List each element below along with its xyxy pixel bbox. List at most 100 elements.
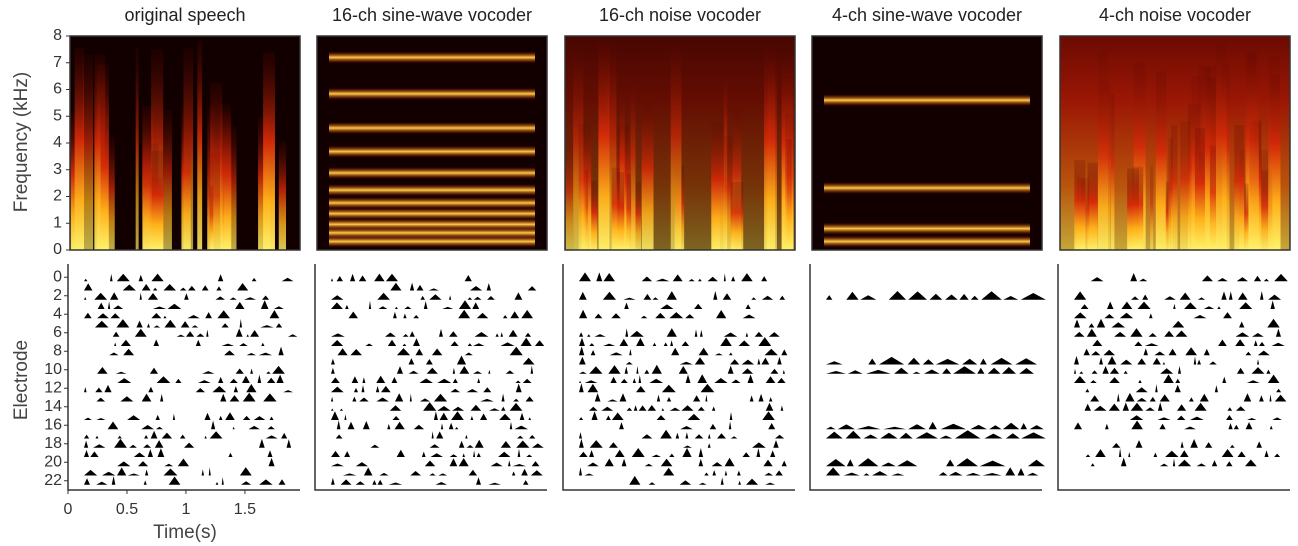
spectrogram-energy (626, 174, 631, 250)
figure: Frequency (kHz) Electrode Time(s) origin… (0, 0, 1298, 546)
spectrogram-band (329, 146, 535, 158)
electrode-activity (1074, 328, 1281, 337)
electrode-activity (84, 292, 269, 299)
spectrogram-energy (1074, 160, 1085, 250)
electrode-tick-label: 0 (53, 268, 62, 285)
spectrogram-energy (1216, 42, 1227, 250)
spectrogram-band (824, 223, 1030, 235)
spectrogram-energy (1156, 71, 1167, 250)
spectrogram-energy (598, 40, 609, 250)
electrode-activity (349, 310, 534, 319)
electrode-activity (579, 383, 714, 392)
panel-title: original speech (124, 5, 245, 25)
spectrogram-energy (764, 49, 775, 250)
electrode-activity (98, 300, 284, 309)
spectrogram-energy (1268, 56, 1280, 250)
electrode-tick-label: 20 (44, 453, 62, 470)
spectrogram-band (824, 182, 1030, 194)
frequency-tick-label: 0 (53, 241, 62, 258)
spectrogram-energy (279, 142, 286, 250)
electrode-tick-label: 4 (53, 305, 62, 322)
electrode-activity (331, 384, 522, 393)
spectrogram-energy (136, 48, 139, 250)
electrode-activity (1074, 421, 1273, 430)
spectrogram-band (329, 184, 535, 196)
electrode-activity (84, 412, 274, 420)
electrode-activity (84, 310, 279, 318)
electrode-activity (84, 384, 293, 392)
electrode-activity (579, 448, 775, 457)
electrode-activity (1084, 347, 1270, 355)
electrode-activity (331, 411, 531, 420)
time-tick-label: 1.5 (234, 501, 256, 518)
electrode-activity (331, 449, 532, 457)
electrode-activity (1112, 439, 1262, 448)
electrode-activity (826, 458, 1045, 466)
time-tick-label: 0.5 (116, 501, 138, 518)
electrode-activity (579, 467, 783, 476)
electrode-activity (1092, 339, 1285, 346)
electrode-activity (337, 420, 528, 429)
electrode-activity (84, 467, 252, 475)
electrode-tick-label: 16 (44, 416, 62, 433)
electrode-activity (1081, 300, 1275, 309)
frequency-tick-label: 5 (53, 107, 62, 124)
electrode-activity (95, 319, 282, 328)
spectrogram-energy (163, 110, 172, 250)
electrode-activity (336, 431, 536, 438)
electrode-activity (826, 357, 1037, 365)
frequency-tick-label: 6 (53, 81, 62, 98)
spectrogram-energy (181, 108, 190, 250)
electrode-activity (97, 366, 285, 374)
electrode-activity (117, 375, 283, 383)
spectrogram-energy (731, 182, 744, 250)
electrodogram-image (1074, 273, 1288, 466)
spectrogram-energy (207, 153, 220, 250)
electrode-activity (84, 448, 273, 457)
electrode-activity (579, 337, 771, 346)
frequency-tick-label: 3 (53, 161, 62, 178)
spectrogram-energy (617, 172, 624, 250)
electrodogram-image (331, 274, 544, 485)
electrode-tick-label: 2 (53, 287, 62, 304)
electrode-activity (1074, 312, 1232, 318)
electrode-activity (108, 421, 275, 430)
electrodogram-image (579, 272, 787, 484)
electrode-activity (331, 393, 534, 401)
electrode-activity (84, 476, 286, 485)
electrode-activity (84, 274, 294, 282)
spectrogram-energy (1133, 167, 1144, 250)
frequency-tick-label: 2 (53, 188, 62, 205)
electrode-tick-label: 12 (44, 379, 62, 396)
spectrogram-energy (1150, 166, 1153, 250)
spectrogram-energy (83, 54, 93, 250)
spectrogram-band (824, 235, 1030, 247)
electrode-activity (331, 402, 522, 411)
electrode-activity (1074, 374, 1279, 383)
electrode-activity (331, 365, 533, 373)
spectrogram-energy (566, 139, 573, 250)
electrode-activity (579, 310, 756, 318)
electrode-activity (826, 467, 1038, 475)
electrode-activity (1086, 448, 1280, 457)
electrodogram-axes (563, 264, 795, 490)
spectrogram-band (329, 88, 535, 100)
spectrogram-energy (1249, 50, 1259, 250)
electrode-activity (109, 347, 284, 356)
spectrogram-background (812, 36, 1042, 250)
frequency-tick-label: 7 (53, 54, 62, 71)
electrode-tick-label: 14 (44, 398, 62, 415)
spectrogram-energy (1168, 137, 1172, 250)
spectrogram-energy (630, 78, 635, 250)
frequency-tick-label: 4 (53, 134, 62, 151)
electrode-activity (579, 272, 767, 281)
electrode-activity (117, 458, 274, 466)
electrode-activity (343, 467, 543, 475)
electrode-activity (579, 411, 775, 420)
spectrogram-energy (101, 97, 109, 250)
electrode-activity (826, 291, 1046, 300)
spectrogram-image (812, 36, 1042, 250)
electrode-activity (579, 439, 779, 448)
electrode-activity (114, 339, 264, 346)
frequency-tick-label: 1 (53, 214, 62, 231)
